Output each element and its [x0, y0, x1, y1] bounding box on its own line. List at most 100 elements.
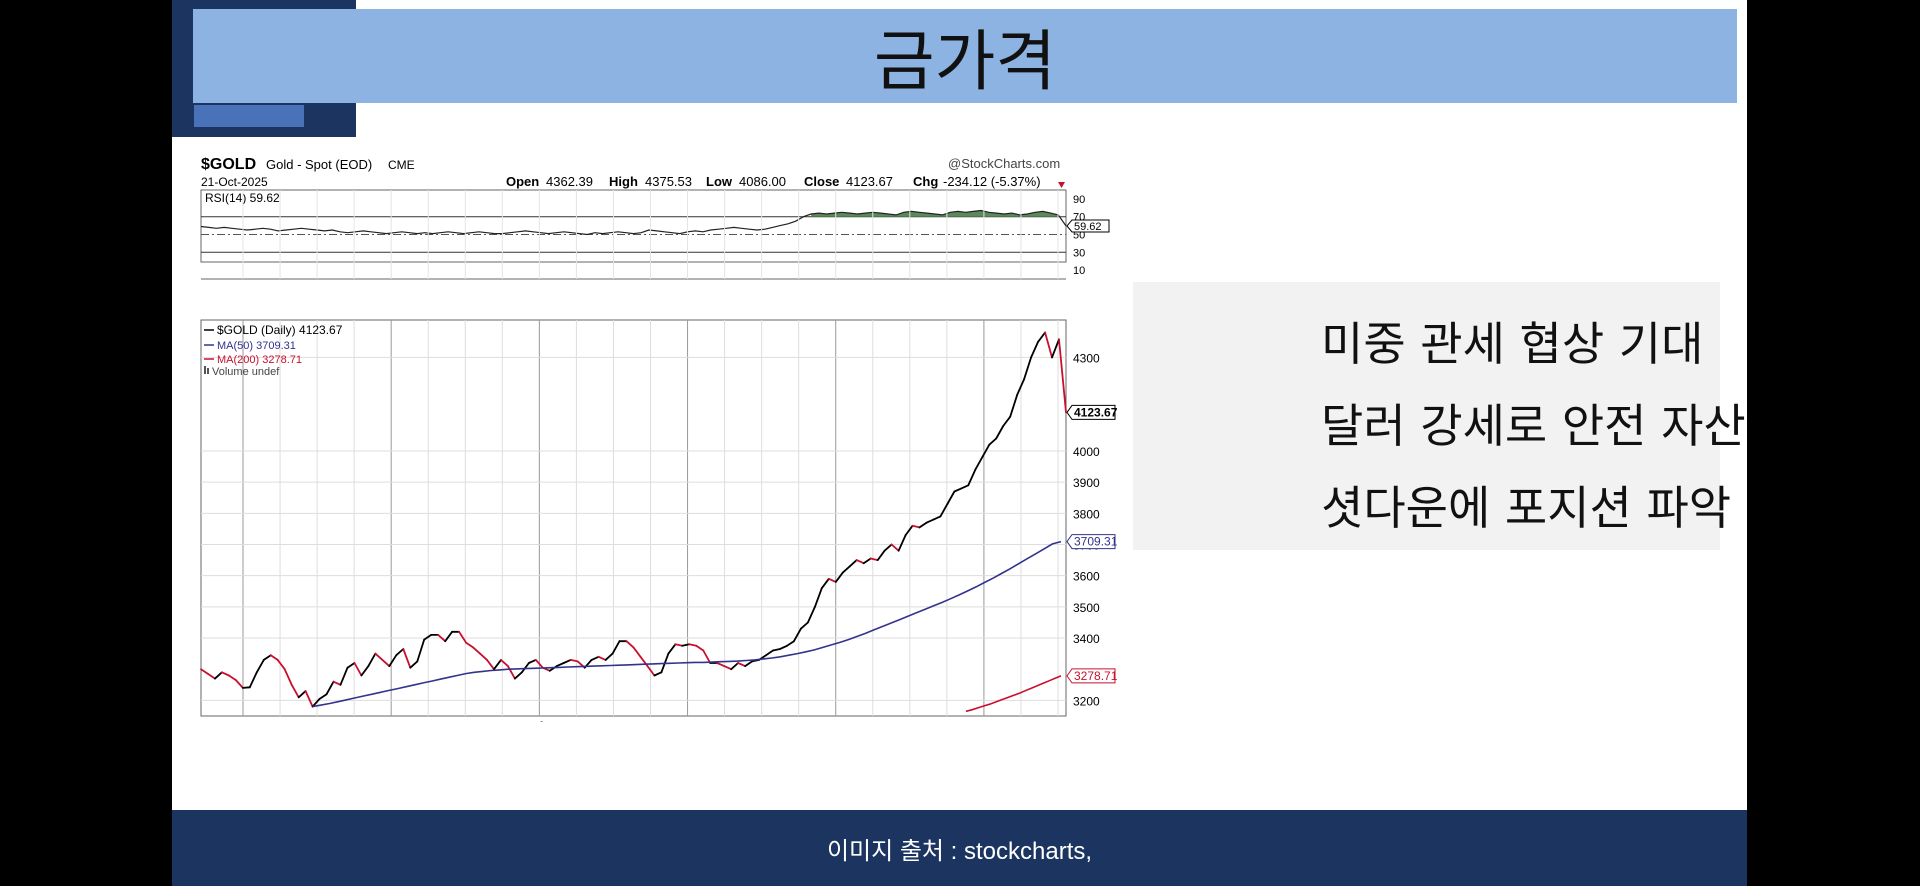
legend-ma200: MA(200) 3278.71 — [217, 354, 302, 366]
gold-close-segment — [214, 671, 223, 680]
gold-close-segment — [493, 658, 502, 671]
gold-close-segment — [325, 680, 335, 696]
gold-close-segment — [367, 652, 377, 667]
gold-close-segment — [862, 557, 872, 565]
ohlc-open-label: Open — [506, 174, 539, 189]
gold-close-segment — [416, 638, 426, 663]
ma50-tag-box — [1066, 534, 1116, 550]
chart-symbol-desc: Gold - Spot (EOD) — [266, 157, 372, 172]
rsi-current-tag: 59.62 — [1066, 219, 1110, 233]
ohlc-low-label: Low — [706, 174, 733, 189]
gold-close-segment — [555, 662, 565, 667]
gold-close-segment — [534, 658, 544, 669]
bullet-3: 셧다운에 포지션 파악 어려움 — [1321, 481, 1747, 535]
x-tick-label: 9 — [425, 719, 432, 722]
gold-close-segment — [604, 652, 614, 661]
gold-close-segment — [242, 686, 251, 689]
gold-close-segment — [883, 543, 893, 552]
gold-close-segment — [1051, 338, 1060, 359]
gold-close-segment — [1044, 331, 1053, 359]
ma200-line — [965, 675, 1062, 713]
x-tick-label: 28 — [643, 719, 657, 722]
gold-close-segment — [653, 671, 663, 677]
gold-close-segment — [255, 658, 265, 674]
x-tick-label: 16 — [458, 719, 472, 722]
gold-close-segment — [437, 633, 447, 643]
legend-ma50: MA(50) 3709.31 — [217, 340, 296, 352]
x-tick-label: 19 — [310, 719, 324, 722]
gold-close-segment — [744, 660, 753, 667]
gold-close-segment — [332, 680, 342, 686]
gold-close-segment — [520, 662, 530, 674]
gold-close-segment — [465, 641, 475, 649]
ohlc-high-label: High — [609, 174, 638, 189]
footer-source: 이미지 출처 : stockcharts, — [826, 837, 1093, 865]
gold-close-segment — [227, 674, 237, 681]
gold-close-segment — [834, 571, 844, 583]
price-lines — [200, 331, 1067, 713]
footer-bar: 이미지 출처 : stockcharts, — [172, 810, 1747, 886]
price-tick-3500: 3500 — [1073, 601, 1100, 615]
gold-close-segment — [946, 490, 956, 505]
x-tick-label: 15 — [903, 719, 917, 722]
gold-close-segment — [269, 654, 279, 661]
gold-close-segment — [597, 655, 607, 661]
gold-close-segment — [513, 671, 523, 680]
gold-close-segment — [207, 673, 216, 680]
x-tick-label: 11 — [718, 719, 732, 722]
gold-close-segment — [793, 627, 802, 643]
rsi-lines — [200, 209, 1067, 236]
chart-brand: @StockCharts.com — [948, 156, 1060, 171]
gold-close-segment — [779, 644, 788, 650]
x-tick-label: May — [230, 719, 256, 722]
gold-close-segment — [820, 577, 830, 590]
gold-close-segment — [939, 503, 949, 518]
gold-close-segment — [339, 666, 349, 686]
gold-close-segment — [925, 518, 935, 524]
x-axis: May 12 19 27 Jun 9 16 23 Jul 7 14 21 28 Aug 11 18 25 Sep… — [230, 719, 1065, 722]
rsi-line — [200, 209, 1067, 236]
gold-close-segment — [674, 643, 684, 647]
gold-close-segment — [960, 484, 970, 490]
gold-close-segment — [723, 665, 733, 671]
gold-close-segment — [772, 648, 781, 652]
gold-close-segment — [855, 559, 865, 565]
x-tick-label: Jun — [380, 719, 403, 722]
price-panel — [200, 319, 1067, 717]
gold-price-chart: $GOLD Gold - Spot (EOD) CME @StockCharts… — [200, 156, 1118, 722]
slide-title: 금가격 — [873, 23, 1057, 100]
gold-close-segment — [890, 543, 900, 552]
price-tick-4300: 4300 — [1073, 351, 1100, 365]
corner-accent — [194, 105, 304, 127]
gold-close-segment — [569, 658, 579, 663]
gold-close-segment — [869, 557, 879, 562]
gold-close-segment — [200, 668, 209, 675]
ma200-tag-value: 3278.71 — [1074, 669, 1118, 683]
gold-close-segment — [360, 665, 370, 677]
price-tick-3600: 3600 — [1073, 570, 1100, 584]
gold-close-segment — [444, 630, 454, 643]
gold-close-segment — [290, 683, 300, 699]
gold-close-segment — [974, 456, 984, 471]
gold-close-segment — [688, 643, 698, 647]
price-tick-3400: 3400 — [1073, 632, 1100, 646]
rsi-tick-90: 90 — [1073, 194, 1085, 206]
x-tick-label: 18 — [754, 719, 768, 722]
gold-close-segment — [220, 671, 230, 677]
x-tick-label: 14 — [569, 719, 583, 722]
legend-gold: $GOLD (Daily) 4123.67 — [217, 323, 343, 337]
price-tick-3200: 3200 — [1073, 694, 1100, 708]
gold-close-segment — [458, 630, 468, 644]
x-tick-label: 8 — [869, 719, 876, 722]
gold-close-segment — [611, 640, 621, 655]
x-tick-label: 27 — [347, 719, 361, 722]
gold-close-segment — [562, 658, 572, 664]
gold-close-segment — [702, 649, 712, 664]
gold-close-segment — [1016, 378, 1025, 396]
x-tick-label: 12 — [273, 719, 287, 722]
gold-close-segment — [876, 549, 886, 562]
chart-symbol: $GOLD — [201, 156, 256, 173]
gold-close-segment — [667, 643, 677, 655]
price-tags: 4123.67 3709.31 3278.71 — [1066, 404, 1118, 684]
x-tick-label: 23 — [495, 719, 509, 722]
